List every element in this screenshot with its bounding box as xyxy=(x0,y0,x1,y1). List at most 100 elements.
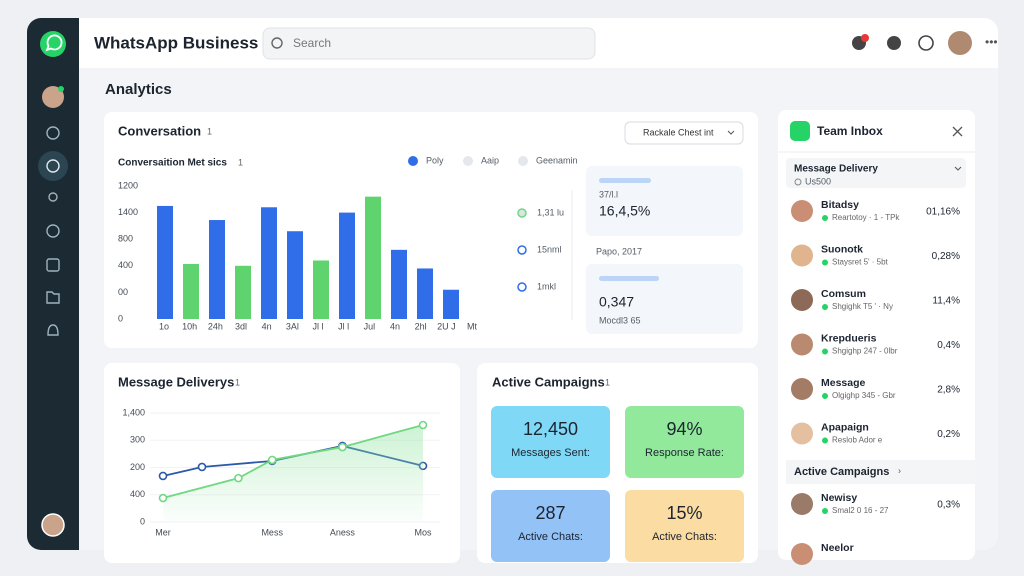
y-tick-label: 1200 xyxy=(118,180,138,190)
x-tick-label: Mess xyxy=(261,527,283,537)
nav-icons xyxy=(46,126,60,336)
contact-avatar[interactable] xyxy=(791,543,813,565)
search-box[interactable] xyxy=(262,27,596,60)
tile-value: 287 xyxy=(535,503,565,523)
x-tick-label: 2U J xyxy=(437,321,456,331)
x-tick-label: 3Al xyxy=(286,321,299,331)
section-arrow[interactable]: › xyxy=(898,465,901,475)
legend-dot xyxy=(518,156,528,166)
dropdown-label: Rackale Chest int xyxy=(643,127,714,137)
close-button[interactable] xyxy=(952,126,963,137)
badge: 1 xyxy=(605,377,610,387)
point xyxy=(338,442,347,452)
x-tick-label: 1o xyxy=(159,321,169,331)
legend-dot xyxy=(408,156,418,166)
contact-value: 2,8% xyxy=(937,385,960,396)
filter-sub: Us500 xyxy=(805,176,831,186)
badge: 1 xyxy=(235,377,240,387)
x-tick-label: 4n xyxy=(262,321,272,331)
point xyxy=(158,493,168,503)
panel xyxy=(778,110,975,560)
avatar[interactable] xyxy=(42,86,64,108)
contact-detail: Shgighp 247 - 0lbr xyxy=(832,347,898,356)
x-tick-label: Jul xyxy=(364,321,376,331)
stat-value: 0,347 xyxy=(599,294,634,310)
icon-profile[interactable] xyxy=(918,35,934,51)
search-icon xyxy=(271,37,283,49)
nav-icon[interactable] xyxy=(46,126,60,140)
contact-avatar[interactable] xyxy=(791,289,813,311)
contact-detail: Reslob Ador e xyxy=(832,436,883,445)
bar xyxy=(287,231,303,319)
y-tick-label: 1400 xyxy=(118,207,138,217)
badge: 1 xyxy=(238,157,243,167)
nav-icon[interactable] xyxy=(46,258,60,272)
icon-chat[interactable] xyxy=(887,36,901,50)
stat-caption: Papo, 2017 xyxy=(596,246,642,256)
status-dot xyxy=(822,508,828,514)
filter-label: Message Delivery xyxy=(794,164,878,175)
bar xyxy=(183,263,199,319)
point xyxy=(267,455,277,465)
point xyxy=(418,420,428,430)
inbox-icon xyxy=(790,121,810,141)
section-title: Active Campaigns xyxy=(794,466,889,478)
legend-dot xyxy=(517,208,527,218)
nav-icon[interactable] xyxy=(46,224,60,238)
user-avatar[interactable] xyxy=(948,31,972,55)
bar xyxy=(235,265,251,319)
stat-tile xyxy=(625,490,744,562)
y-tick-label: 0 xyxy=(140,516,145,526)
legend-dot xyxy=(463,156,473,166)
tile-label: Active Chats: xyxy=(652,531,717,543)
status-dot xyxy=(58,86,64,92)
contact-avatar[interactable] xyxy=(791,493,813,515)
legend-label: Poly xyxy=(426,155,444,165)
card-title: Conversation xyxy=(118,123,201,138)
logo-glyph xyxy=(45,34,63,52)
avatar[interactable] xyxy=(41,513,65,537)
dropdown[interactable] xyxy=(624,121,744,145)
x-tick-label: 10h xyxy=(182,321,197,331)
y-tick-label: 200 xyxy=(130,462,145,472)
nav-active[interactable] xyxy=(38,151,68,181)
contact-value: 0,3% xyxy=(937,500,960,511)
radio xyxy=(794,178,802,186)
contact-value: 01,16% xyxy=(926,207,960,218)
contact-name: Suonotk xyxy=(821,243,863,255)
y-tick-label: 800 xyxy=(118,234,133,244)
nav-icon[interactable] xyxy=(48,192,58,202)
search-placeholder: Search xyxy=(293,36,331,50)
contact-name: Newisy xyxy=(821,492,857,504)
status-dot xyxy=(822,215,828,221)
contact-value: 0,4% xyxy=(937,340,960,351)
nav-icon[interactable] xyxy=(46,291,60,304)
y-tick-label: 300 xyxy=(130,435,145,445)
panel-title: Team Inbox xyxy=(817,124,883,138)
bar xyxy=(261,207,277,319)
contact-detail: Shgighk T5 ' · Ny xyxy=(832,302,893,311)
x-tick-label: 24h xyxy=(208,321,223,331)
nav-icon[interactable] xyxy=(46,159,60,173)
legend-dot xyxy=(517,245,527,255)
menu-more[interactable]: ••• xyxy=(985,35,998,49)
legend-label: Aaip xyxy=(481,155,499,165)
contact-avatar[interactable] xyxy=(791,244,813,267)
bar xyxy=(339,212,355,319)
stat-label: 37/l.l xyxy=(599,189,618,199)
bar xyxy=(157,205,173,319)
contact-name: Bitadsy xyxy=(821,199,859,211)
x-tick-label: Aness xyxy=(330,527,356,537)
x-tick-label: 3dl xyxy=(235,321,247,331)
contact-avatar[interactable] xyxy=(791,422,813,445)
contact-avatar[interactable] xyxy=(791,200,813,222)
nav-icon[interactable] xyxy=(47,324,59,336)
card-title: Message Deliverys xyxy=(118,374,234,389)
filter[interactable] xyxy=(786,158,966,188)
contact-avatar[interactable] xyxy=(791,378,813,400)
contact-avatar[interactable] xyxy=(791,333,813,356)
point xyxy=(158,471,168,481)
bar xyxy=(209,220,225,319)
